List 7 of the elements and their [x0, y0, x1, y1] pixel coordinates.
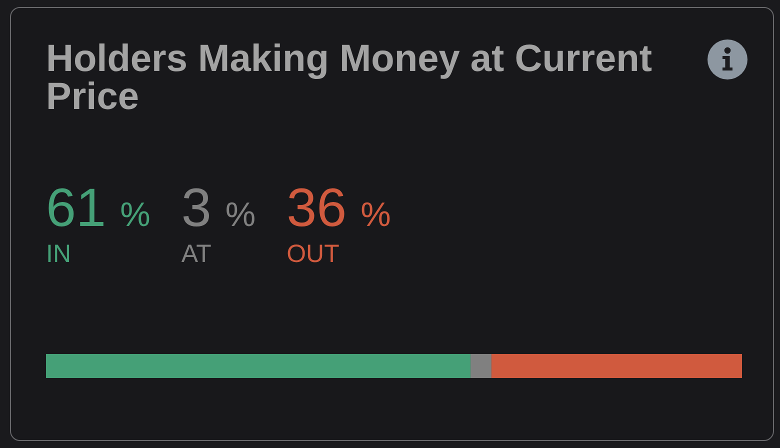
chart-title: Holders Making Money at Current Price — [46, 38, 653, 118]
text: OUT — [286, 240, 340, 268]
text: 61 % — [46, 178, 150, 240]
text: 3 % — [181, 178, 256, 240]
text: 36 % — [286, 178, 391, 240]
text: IN — [46, 240, 72, 268]
text: AT — [181, 240, 212, 268]
